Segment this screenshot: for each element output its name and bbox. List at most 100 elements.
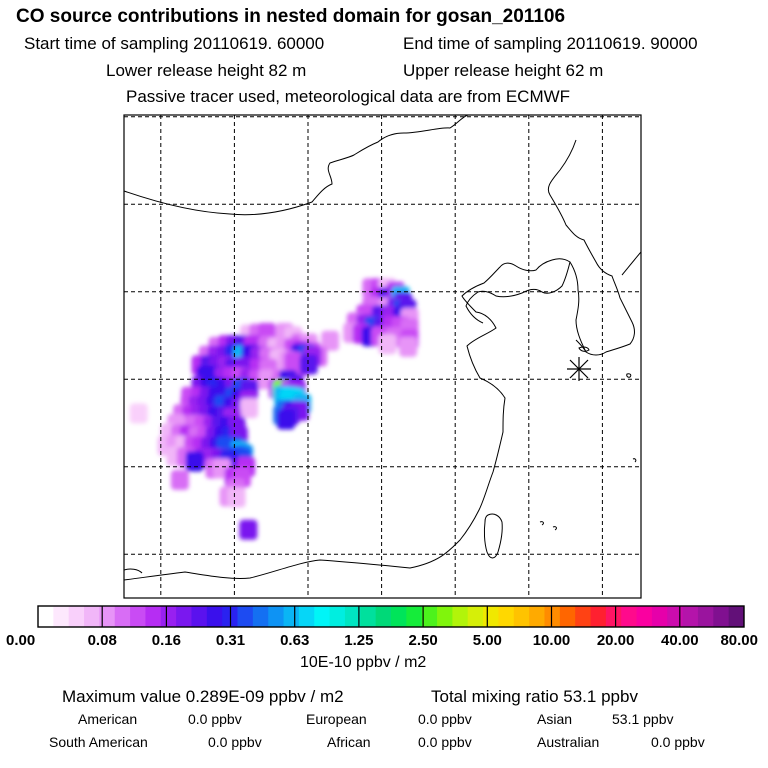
colorbar-swatch (728, 606, 745, 627)
island-jeju (578, 346, 590, 352)
contribution-name: Asian (537, 711, 573, 727)
colorbar-swatch (99, 606, 116, 627)
colorbar-tick-label: 20.00 (597, 632, 635, 649)
colorbar-swatch (252, 606, 269, 627)
colorbar-ticks: 0.00 0.08 0.16 0.31 0.63 1.25 2.50 5.00 10.00 20.… (6, 606, 758, 649)
colorbar-swatches (37, 605, 745, 628)
colorbar-swatch (713, 606, 730, 627)
colorbar-swatch (191, 606, 208, 627)
colorbar-swatch (590, 606, 607, 627)
colorbar-swatch (437, 606, 453, 627)
colorbar-swatch (160, 606, 177, 627)
colorbar-swatch (314, 606, 331, 627)
colorbar-tick-label: 1.25 (344, 632, 373, 649)
upper-release-height-label: Upper release height 62 m (403, 61, 604, 80)
coastline-north-china (124, 115, 469, 216)
colorbar-swatch (636, 606, 653, 627)
colorbar-swatch (529, 606, 545, 627)
colorbar-swatch (283, 606, 300, 627)
coastlines (124, 115, 641, 581)
colorbar-swatch (206, 606, 223, 627)
end-time-label: End time of sampling 20110619. 90000 (403, 34, 698, 53)
colorbar-swatch (544, 606, 561, 627)
heatmap-cell (321, 330, 340, 351)
colorbar-swatch (329, 606, 346, 627)
colorbar-swatch (467, 606, 484, 627)
colorbar-swatch (406, 606, 423, 627)
colorbar-swatch (53, 606, 70, 627)
island-small-2 (632, 458, 637, 463)
colorbar-tick-label: 0.31 (216, 632, 245, 649)
colorbar-swatch (298, 606, 315, 627)
colorbar-swatch (145, 606, 162, 627)
contribution-value: 0.0 ppbv (188, 711, 242, 727)
heatmap-cell (276, 409, 295, 430)
receptor-marker-gosan (567, 357, 591, 381)
island-small-3 (539, 521, 544, 526)
map-panel (123, 114, 642, 599)
contribution-name: South American (49, 734, 148, 750)
colorbar-swatch (621, 606, 637, 627)
colorbar-swatch (605, 606, 622, 627)
colorbar-swatch (682, 606, 699, 627)
contribution-value: 0.0 ppbv (208, 734, 262, 750)
colorbar-swatch (697, 606, 714, 627)
colorbar-tick-label: 5.00 (473, 632, 502, 649)
contribution-value: 53.1 ppbv (612, 711, 674, 727)
colorbar-swatch (391, 606, 407, 627)
start-time-label: Start time of sampling 20110619. 60000 (24, 34, 325, 53)
colorbar-swatch (575, 606, 591, 627)
lat-lon-grid (124, 115, 641, 598)
heatmap-cell (129, 403, 148, 424)
colorbar-swatch (651, 606, 668, 627)
island-small-4 (552, 526, 557, 531)
colorbar: 0.00 0.08 0.16 0.31 0.63 1.25 2.50 5.00 10.00 20.… (6, 605, 758, 649)
colorbar-swatch (421, 606, 438, 627)
units-label: 10E-10 ppbv / m2 (300, 654, 427, 671)
colorbar-swatch (559, 606, 576, 627)
colorbar-swatch (176, 606, 192, 627)
heatmap-cells (129, 278, 419, 540)
island-hainan (124, 568, 143, 574)
colorbar-swatch (483, 606, 499, 627)
contribution-name: American (78, 711, 138, 727)
heatmap-cell (240, 398, 259, 419)
coastline-china-east (124, 258, 571, 581)
island-small-1 (626, 373, 632, 378)
colorbar-tick-label: 0.00 (6, 632, 35, 649)
colorbar-swatch (84, 606, 100, 627)
colorbar-swatch (114, 606, 131, 627)
heatmap-cell (239, 519, 258, 540)
lower-release-height-label: Lower release height 82 m (106, 61, 307, 80)
colorbar-swatch (38, 606, 54, 627)
colorbar-swatch (667, 606, 684, 627)
colorbar-tick-label: 0.08 (88, 632, 117, 649)
contribution-name: European (306, 711, 367, 727)
colorbar-frame (37, 605, 745, 628)
colorbar-swatch (68, 606, 85, 627)
colorbar-tick-label: 40.00 (661, 632, 699, 649)
total-mixing-ratio-label: Total mixing ratio 53.1 ppbv (431, 687, 638, 706)
coastline-japan (621, 251, 641, 276)
colorbar-tick-label: 0.63 (280, 632, 309, 649)
colorbar-tick-label: 0.16 (152, 632, 181, 649)
tracer-note: Passive tracer used, meteorological data… (126, 87, 571, 106)
colorbar-tick-label: 2.50 (408, 632, 437, 649)
contribution-name: Australian (537, 734, 600, 750)
colorbar-swatch (268, 606, 284, 627)
contribution-name: African (327, 734, 371, 750)
colorbar-swatch (237, 606, 254, 627)
colorbar-tick-label: 10.00 (533, 632, 571, 649)
island-taiwan (483, 513, 503, 559)
colorbar-swatch (360, 606, 377, 627)
map-frame (123, 114, 642, 599)
heatmap-cell (378, 334, 397, 355)
heatmap-cell (170, 469, 189, 490)
chart-title: CO source contributions in nested domain… (16, 6, 566, 27)
colorbar-swatch (130, 606, 146, 627)
colorbar-swatch (375, 606, 392, 627)
colorbar-swatch (344, 606, 361, 627)
contribution-value: 0.0 ppbv (418, 734, 472, 750)
maximum-value-label: Maximum value 0.289E-09 ppbv / m2 (62, 687, 344, 706)
coastline-korea (547, 139, 635, 356)
